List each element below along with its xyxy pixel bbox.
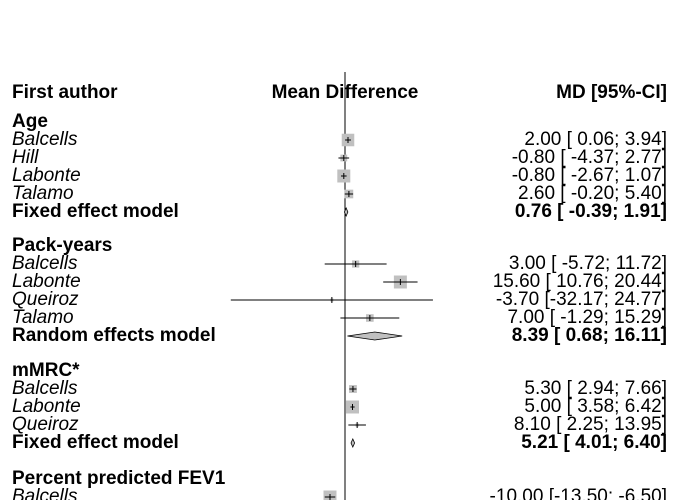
ci-text: -10.00 [-13.50; -6.50]	[490, 486, 667, 500]
ci-text: 3.00 [ -5.72; 11.72]	[509, 253, 667, 274]
header-mean-difference: Mean Difference	[272, 82, 419, 103]
study-author: Talamo	[12, 307, 74, 328]
study-author: Queiroz	[12, 414, 79, 435]
summary-diamond	[347, 331, 403, 341]
ci-text: -0.80 [ -4.37; 2.77]	[512, 147, 667, 168]
study-author: Talamo	[12, 183, 74, 204]
study-author: Labonte	[12, 271, 81, 292]
study-author: Balcells	[12, 253, 78, 274]
summary-ci-text: 5.21 [ 4.01; 6.40]	[521, 432, 667, 453]
ci-text: 5.30 [ 2.94; 7.66]	[524, 378, 667, 399]
study-author: Queiroz	[12, 289, 79, 310]
study-author: Labonte	[12, 396, 81, 417]
summary-diamond	[343, 206, 349, 218]
header-ci: MD [95%-CI]	[556, 82, 667, 103]
study-author: Balcells	[12, 378, 78, 399]
summary-diamond	[350, 438, 356, 448]
summary-model-label: Fixed effect model	[12, 201, 179, 222]
subgroup-title: Age	[12, 111, 48, 132]
subgroup-title: Percent predicted FEV1	[12, 468, 226, 489]
ci-text: -3.70 [-32.17; 24.77]	[496, 289, 667, 310]
summary-model-label: Random effects model	[12, 325, 216, 346]
subgroup-title: mMRC*	[12, 360, 80, 381]
study-author: Labonte	[12, 165, 81, 186]
summary-ci-text: 0.76 [ -0.39; 1.91]	[515, 201, 667, 222]
study-author: Hill	[12, 147, 39, 168]
summary-ci-text: 8.39 [ 0.68; 16.11]	[512, 325, 667, 346]
study-author: Balcells	[12, 129, 78, 150]
study-author: Balcells	[12, 486, 78, 500]
ci-text: 8.10 [ 2.25; 13.95]	[514, 414, 667, 435]
header-author: First author	[12, 82, 118, 103]
ci-text: 5.00 [ 3.58; 6.42]	[524, 396, 667, 417]
ci-text: 7.00 [ -1.29; 15.29]	[507, 307, 667, 328]
summary-model-label: Fixed effect model	[12, 432, 179, 453]
ci-text: 2.00 [ 0.06; 3.94]	[524, 129, 667, 150]
subgroup-title: Pack-years	[12, 235, 112, 256]
ci-text: 15.60 [ 10.76; 20.44]	[493, 271, 667, 292]
ci-text: -0.80 [ -2.67; 1.07]	[512, 165, 667, 186]
ci-text: 2.60 [ -0.20; 5.40]	[518, 183, 667, 204]
